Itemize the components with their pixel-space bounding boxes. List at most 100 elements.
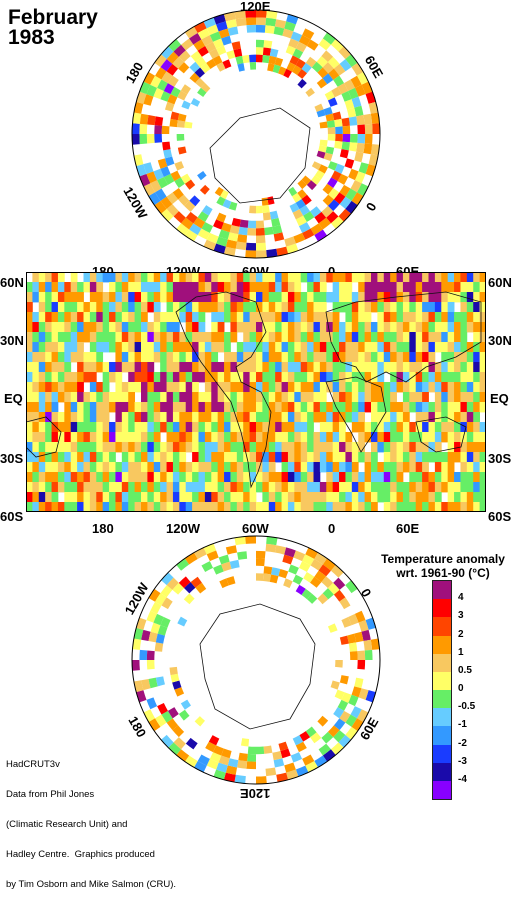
anomaly-grid-cell [217, 402, 225, 413]
anomaly-grid-cell [70, 342, 78, 353]
anomaly-grid-cell [364, 272, 372, 283]
anomaly-grid-cell [179, 442, 187, 453]
anomaly-grid-cell [51, 382, 59, 393]
anomaly-grid-cell [268, 492, 276, 503]
anomaly-grid-cell [460, 302, 468, 313]
anomaly-grid-cell [275, 442, 282, 453]
anomaly-grid-cell [64, 462, 72, 473]
polar-grid-cell [299, 205, 311, 216]
anomaly-grid-cell [32, 462, 40, 473]
polar-grid-cell [216, 45, 227, 56]
anomaly-grid-cell [236, 472, 244, 483]
polar-grid-cell [285, 45, 296, 56]
polar-grid-cell [218, 554, 230, 565]
polar-grid-cell [293, 232, 306, 244]
anomaly-grid-cell [454, 492, 461, 503]
anomaly-grid-cell [153, 332, 161, 343]
anomaly-grid-cell [192, 302, 199, 313]
anomaly-grid-cell [83, 452, 91, 463]
polar-grid-cell [265, 543, 277, 553]
polar-grid-cell [166, 192, 179, 205]
anomaly-grid-cell [434, 322, 442, 333]
anomaly-grid-cell [300, 392, 308, 403]
polar-grid-cell [269, 48, 279, 58]
anomaly-grid-cell [32, 422, 40, 433]
anomaly-grid-cell [141, 472, 148, 483]
anomaly-grid-cell [236, 302, 244, 313]
anomaly-grid-cell [51, 462, 59, 473]
anomaly-grid-cell [45, 342, 52, 353]
polar-grid-cell [218, 755, 230, 766]
color-scale-segment [433, 581, 451, 600]
coastline [325, 291, 482, 383]
anomaly-grid-cell [102, 362, 110, 373]
polar-grid-cell [327, 582, 340, 595]
anomaly-grid-cell [64, 282, 72, 293]
polar-grid-cell [356, 72, 369, 85]
anomaly-grid-cell [383, 302, 391, 313]
anomaly-grid-cell [89, 392, 97, 403]
anomaly-grid-cell [466, 412, 474, 423]
polar-grid-cell [169, 118, 178, 128]
anomaly-grid-cell [204, 272, 212, 283]
anomaly-grid-cell [307, 372, 314, 383]
polar-grid-cell [139, 134, 148, 145]
polar-grid-cell [345, 726, 358, 740]
anomaly-grid-cell [307, 292, 314, 303]
anomaly-grid-cell [287, 282, 295, 293]
anomaly-grid-cell [45, 362, 52, 373]
anomaly-grid-cell [192, 362, 199, 373]
anomaly-grid-cell [89, 482, 97, 493]
polar-grid-cell [265, 17, 277, 27]
anomaly-grid-cell [422, 392, 429, 403]
anomaly-grid-cell [230, 482, 238, 493]
polar-grid-cell [292, 48, 304, 59]
anomaly-grid-cell [89, 332, 97, 343]
anomaly-grid-cell [141, 502, 148, 512]
anomaly-grid-cell [134, 442, 142, 453]
polar-grid-cell [139, 123, 148, 134]
anomaly-grid-cell [454, 372, 461, 383]
anomaly-grid-cell [447, 472, 455, 483]
credit-line-4: Hadley Centre. Graphics produced [6, 849, 155, 860]
anomaly-grid-cell [64, 452, 72, 463]
polar-grid-cell [161, 734, 174, 748]
anomaly-grid-cell [287, 502, 295, 512]
anomaly-grid-cell [128, 352, 136, 363]
anomaly-grid-cell [294, 342, 302, 353]
anomaly-grid-cell [466, 492, 474, 503]
anomaly-grid-cell [262, 382, 270, 393]
polar-grid-cell [181, 100, 191, 110]
polar-grid-cell [189, 33, 202, 45]
anomaly-grid-cell [326, 332, 334, 343]
anomaly-grid-cell [128, 362, 136, 373]
anomaly-grid-cell [447, 462, 455, 473]
anomaly-grid-cell [96, 292, 104, 303]
anomaly-grid-cell [89, 462, 97, 473]
anomaly-grid-cell [224, 382, 231, 393]
anomaly-grid-cell [96, 492, 104, 503]
anomaly-grid-cell [358, 412, 366, 423]
anomaly-grid-cell [83, 372, 91, 383]
anomaly-grid-cell [383, 362, 391, 373]
anomaly-grid-cell [115, 392, 123, 403]
polar-grid-cell [225, 765, 238, 775]
anomaly-grid-cell [454, 402, 461, 413]
anomaly-grid-cell [217, 442, 225, 453]
anomaly-grid-cell [211, 372, 219, 383]
anomaly-grid-cell [294, 302, 302, 313]
anomaly-grid-cell [377, 282, 385, 293]
color-scale-tick-label: -1 [458, 719, 467, 731]
anomaly-grid-cell [319, 342, 327, 353]
anomaly-grid-cell [268, 402, 276, 413]
polar-grid-cell [178, 194, 190, 206]
polar-grid-cell [344, 99, 355, 110]
anomaly-grid-cell [339, 362, 346, 373]
anomaly-grid-cell [339, 282, 346, 293]
anomaly-grid-cell [364, 352, 372, 363]
anomaly-grid-cell [115, 372, 123, 383]
polar-grid-cell [160, 617, 171, 628]
anomaly-grid-cell [57, 322, 65, 333]
anomaly-grid-cell [38, 442, 46, 453]
anomaly-grid-cell [300, 272, 308, 283]
